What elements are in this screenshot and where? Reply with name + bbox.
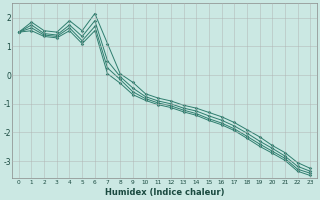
X-axis label: Humidex (Indice chaleur): Humidex (Indice chaleur)	[105, 188, 224, 197]
